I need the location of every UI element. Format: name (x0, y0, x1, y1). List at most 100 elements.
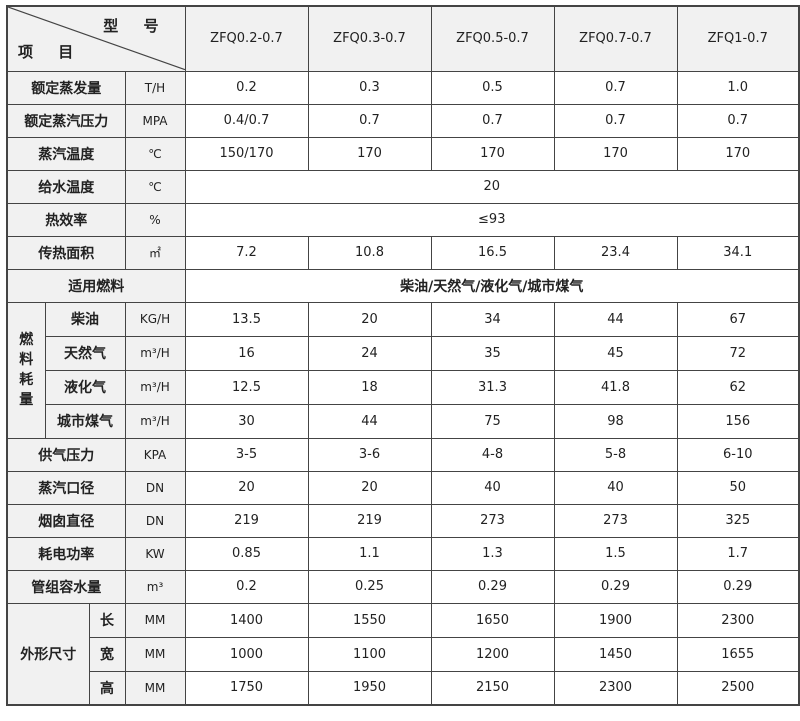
model-header: ZFQ0.5-0.7 (430, 5, 555, 72)
value-cell: 2150 (430, 670, 555, 706)
value-cell: 0.7 (307, 103, 432, 138)
value-cell: 45 (553, 335, 678, 371)
value-cell: 98 (553, 403, 678, 439)
value-cell: 72 (676, 335, 800, 371)
value-cell: 44 (307, 403, 432, 439)
value-cell: 1000 (184, 636, 309, 672)
value-cell: 170 (307, 136, 432, 171)
value-cell: 1200 (430, 636, 555, 672)
value-cell: 4-8 (430, 437, 555, 472)
value-cell: 2300 (676, 602, 800, 638)
row-label: 额定蒸发量 (6, 70, 126, 105)
diagonal-header-cell: 型 号项 目 (6, 5, 186, 72)
value-cell: 0.7 (553, 70, 678, 105)
value-cell: 12.5 (184, 369, 309, 405)
value-cell: 16.5 (430, 235, 555, 270)
value-cell: 0.2 (184, 70, 309, 105)
value-cell: 50 (676, 470, 800, 505)
value-cell: 0.3 (307, 70, 432, 105)
spec-row: 蒸汽温度 ℃ 150/170 170 170 170 170 (6, 136, 800, 171)
value-cell: 0.7 (553, 103, 678, 138)
value-cell: 0.7 (676, 103, 800, 138)
row-label: 耗电功率 (6, 536, 126, 571)
value-cell: 62 (676, 369, 800, 405)
value-cell: 31.3 (430, 369, 555, 405)
value-cell: 10.8 (307, 235, 432, 270)
dimension-row: 高 MM 1750 1950 2150 2300 2500 (7, 670, 800, 706)
row-unit: KG/H (124, 301, 186, 337)
value-cell: 6-10 (676, 437, 800, 472)
spec-row: 额定蒸发量 T/H 0.2 0.3 0.5 0.7 1.0 (6, 70, 800, 105)
value-cell: 1655 (676, 636, 800, 672)
value-cell: 34.1 (676, 235, 800, 270)
value-cell: 1.1 (307, 536, 432, 571)
diagonal-line (8, 7, 186, 71)
value-cell: 2500 (676, 670, 800, 706)
row-label: 适用燃料 (6, 268, 186, 303)
header-row: 型 号项 目 ZFQ0.2-0.7 ZFQ0.3-0.7 ZFQ0.5-0.7 ZFQ0… (6, 5, 800, 72)
value-cell: 40 (553, 470, 678, 505)
row-unit: ℃ (124, 136, 186, 171)
consumption-row: 城市煤气 m³/H 30 44 75 98 156 (7, 403, 800, 439)
value-cell: 20 (184, 470, 309, 505)
value-cell: 0.5 (430, 70, 555, 105)
row-label: 液化气 (44, 369, 126, 405)
value-cell: 13.5 (184, 301, 309, 337)
value-cell: 41.8 (553, 369, 678, 405)
value-cell: 1.0 (676, 70, 800, 105)
row-unit: KW (124, 536, 186, 571)
model-header: ZFQ0.7-0.7 (553, 5, 678, 72)
model-header: ZFQ1-0.7 (676, 5, 800, 72)
value-cell: 0.29 (430, 569, 555, 604)
spec-row: 烟囱直径 DN 219 219 273 273 325 (6, 503, 800, 538)
spec-row: 热效率% ≤93 (6, 202, 800, 237)
row-label: 给水温度 (6, 169, 126, 204)
value-cell: 170 (676, 136, 800, 171)
value-cell: 20 (307, 470, 432, 505)
value-cell: 1.5 (553, 536, 678, 571)
value-cell: 0.4/0.7 (184, 103, 309, 138)
value-cell: 1450 (553, 636, 678, 672)
group-label-text: 燃料耗量 (19, 332, 34, 408)
dimension-row: 外形尺寸长 MM 1400 1550 1650 1900 2300 (6, 602, 800, 706)
row-label: 宽 (88, 636, 126, 672)
row-label: 热效率 (6, 202, 126, 237)
value-cell: 24 (307, 335, 432, 371)
value-cell: 0.29 (676, 569, 800, 604)
row-label: 管组容水量 (6, 569, 126, 604)
dimension-row: 宽 MM 1000 1100 1200 1450 1655 (7, 636, 800, 672)
model-header: ZFQ0.3-0.7 (307, 5, 432, 72)
value-cell: 0.85 (184, 536, 309, 571)
row-label: 天然气 (44, 335, 126, 371)
value-cell: 219 (307, 503, 432, 538)
value-cell: 170 (553, 136, 678, 171)
consumption-row: 燃料耗量 柴油 KG/H 13.5 20 34 44 67 (6, 301, 800, 439)
dimensions-group-label: 外形尺寸 (6, 602, 90, 706)
row-unit: MM (124, 670, 186, 706)
row-label: 长 (88, 602, 126, 638)
row-label: 额定蒸汽压力 (6, 103, 126, 138)
spec-row: 供气压力 KPA 3-5 3-6 4-8 5-8 6-10 (6, 437, 800, 472)
boiler-spec-table: 型 号项 目 ZFQ0.2-0.7 ZFQ0.3-0.7 ZFQ0.5-0.7 ZFQ0… (6, 5, 800, 706)
value-cell: 150/170 (184, 136, 309, 171)
consumption-group-label: 燃料耗量 (6, 301, 46, 439)
model-label: 型 号 (103, 17, 169, 36)
value-cell: 1100 (307, 636, 432, 672)
row-label: 高 (88, 670, 126, 706)
row-unit: ℃ (124, 169, 186, 204)
value-cell: 5-8 (553, 437, 678, 472)
value-cell: 1750 (184, 670, 309, 706)
value-cell: 273 (553, 503, 678, 538)
row-unit: ㎡ (124, 235, 186, 270)
value-cell: 44 (553, 301, 678, 337)
row-label: 烟囱直径 (6, 503, 126, 538)
value-cell: 156 (676, 403, 800, 439)
spec-row: 额定蒸汽压力 MPA 0.4/0.7 0.7 0.7 0.7 0.7 (6, 103, 800, 138)
value-cell: 219 (184, 503, 309, 538)
value-cell: 柴油/天然气/液化气/城市煤气 (184, 268, 800, 303)
value-cell: 7.2 (184, 235, 309, 270)
row-unit: MM (124, 602, 186, 638)
row-unit: m³/H (124, 335, 186, 371)
value-cell: 35 (430, 335, 555, 371)
consumption-row: 液化气 m³/H 12.5 18 31.3 41.8 62 (7, 369, 800, 405)
